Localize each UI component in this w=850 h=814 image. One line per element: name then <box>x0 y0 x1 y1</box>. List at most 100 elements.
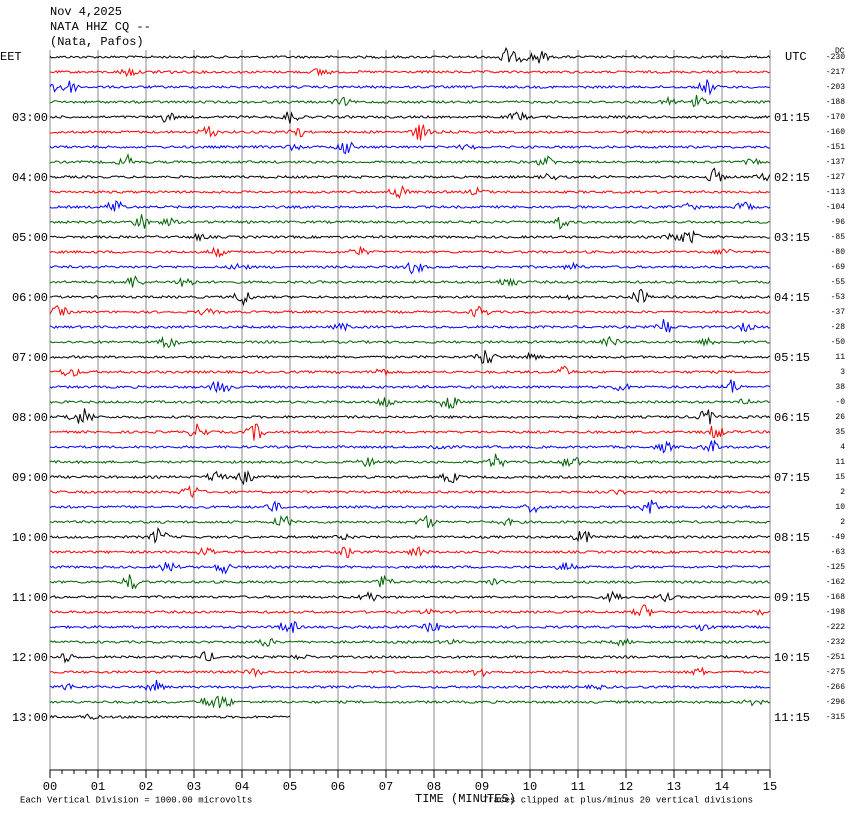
x-axis-label: TIME (MINUTES) <box>415 792 516 806</box>
left-time-label: 08:00 <box>12 411 48 425</box>
dc-offset-label: -170 <box>826 113 845 122</box>
x-tick-label: 05 <box>283 780 297 794</box>
trace <box>49 229 771 244</box>
right-time-label: 11:15 <box>774 711 810 725</box>
dc-offset-label: -137 <box>826 158 845 167</box>
x-tick-label: 10 <box>523 780 537 794</box>
x-tick-label: 04 <box>235 780 249 794</box>
x-tick-label: 01 <box>91 780 105 794</box>
dc-offset-label: 10 <box>835 503 845 512</box>
dc-offset-label: -232 <box>826 638 845 647</box>
title-line: Nov 4,2025 <box>50 5 122 19</box>
left-time-label: 04:00 <box>12 171 48 185</box>
trace <box>49 590 771 604</box>
trace <box>49 288 771 307</box>
dc-offset-label: -69 <box>831 263 846 272</box>
right-axis-label: UTC <box>785 50 807 64</box>
dc-offset-label: 2 <box>840 518 845 527</box>
trace <box>49 261 770 275</box>
trace <box>49 666 771 678</box>
x-tick-label: 09 <box>475 780 489 794</box>
right-time-label: 01:15 <box>774 111 810 125</box>
dc-offset-label: -222 <box>826 623 845 632</box>
trace <box>49 184 771 200</box>
trace <box>49 335 771 349</box>
dc-offset-label: 2 <box>840 488 845 497</box>
left-axis-label: EET <box>0 50 22 64</box>
title-line: (Nata, Pafos) <box>50 35 144 49</box>
trace <box>49 365 770 377</box>
dc-offset-label: -49 <box>831 533 846 542</box>
dc-label: DC <box>835 47 845 56</box>
dc-offset-label: -160 <box>826 128 845 137</box>
x-tick-label: 14 <box>715 780 729 794</box>
dc-offset-label: 3 <box>840 368 845 377</box>
trace <box>49 79 771 96</box>
x-tick-label: 12 <box>619 780 633 794</box>
trace <box>49 46 771 64</box>
dc-offset-label: -104 <box>826 203 845 212</box>
trace <box>49 546 771 558</box>
dc-offset-label: -50 <box>831 338 846 347</box>
x-tick-label: 02 <box>139 780 153 794</box>
left-time-label: 10:00 <box>12 531 48 545</box>
dc-offset-label: 11 <box>835 353 845 362</box>
dc-offset-label: -296 <box>826 698 845 707</box>
left-time-label: 09:00 <box>12 471 48 485</box>
right-time-label: 08:15 <box>774 531 810 545</box>
dc-offset-label: -37 <box>831 308 846 317</box>
trace <box>49 620 771 633</box>
dc-offset-label: -125 <box>826 563 845 572</box>
trace <box>49 141 771 155</box>
right-time-label: 09:15 <box>774 591 810 605</box>
x-tick-label: 07 <box>379 780 393 794</box>
dc-offset-label: -85 <box>831 233 846 242</box>
trace <box>49 167 771 182</box>
dc-offset-label: -188 <box>826 98 845 107</box>
dc-offset-label: -96 <box>831 218 846 227</box>
x-tick-label: 03 <box>187 780 201 794</box>
left-time-label: 06:00 <box>12 291 48 305</box>
x-tick-label: 08 <box>427 780 441 794</box>
trace <box>49 408 771 425</box>
x-tick-label: 13 <box>667 780 681 794</box>
trace <box>49 350 771 364</box>
x-tick-label: 11 <box>571 780 585 794</box>
dc-offset-label: -63 <box>831 548 846 557</box>
left-time-label: 13:00 <box>12 711 48 725</box>
trace <box>49 305 771 318</box>
dc-offset-label: -198 <box>826 608 845 617</box>
trace <box>49 67 771 78</box>
dc-offset-label: 35 <box>835 428 845 437</box>
left-time-label: 11:00 <box>12 591 48 605</box>
dc-offset-label: -168 <box>826 593 845 602</box>
trace <box>49 526 771 544</box>
dc-offset-label: -151 <box>826 143 845 152</box>
dc-offset-label: 26 <box>835 413 845 422</box>
dc-offset-label: 4 <box>840 443 845 452</box>
right-time-label: 02:15 <box>774 171 810 185</box>
trace <box>49 152 771 166</box>
dc-offset-label: 38 <box>835 383 845 392</box>
left-time-label: 12:00 <box>12 651 48 665</box>
dc-offset-label: -203 <box>826 83 845 92</box>
trace <box>49 469 771 486</box>
trace <box>49 319 771 333</box>
right-time-label: 03:15 <box>774 231 810 245</box>
trace <box>49 423 771 441</box>
right-time-label: 10:15 <box>774 651 810 665</box>
dc-offset-label: -0 <box>835 398 845 407</box>
dc-offset-label: -55 <box>831 278 846 287</box>
dc-offset-label: 15 <box>835 473 845 482</box>
x-tick-label: 06 <box>331 780 345 794</box>
left-time-label: 03:00 <box>12 111 48 125</box>
trace <box>49 200 771 212</box>
dc-offset-label: -53 <box>831 293 846 302</box>
trace <box>49 499 771 514</box>
left-time-label: 05:00 <box>12 231 48 245</box>
footnote-right: Traces clipped at plus/minus 20 vertical… <box>483 795 753 805</box>
dc-offset-label: -266 <box>826 683 845 692</box>
right-time-label: 04:15 <box>774 291 810 305</box>
dc-offset-label: 11 <box>835 458 845 467</box>
dc-offset-label: -275 <box>826 668 845 677</box>
